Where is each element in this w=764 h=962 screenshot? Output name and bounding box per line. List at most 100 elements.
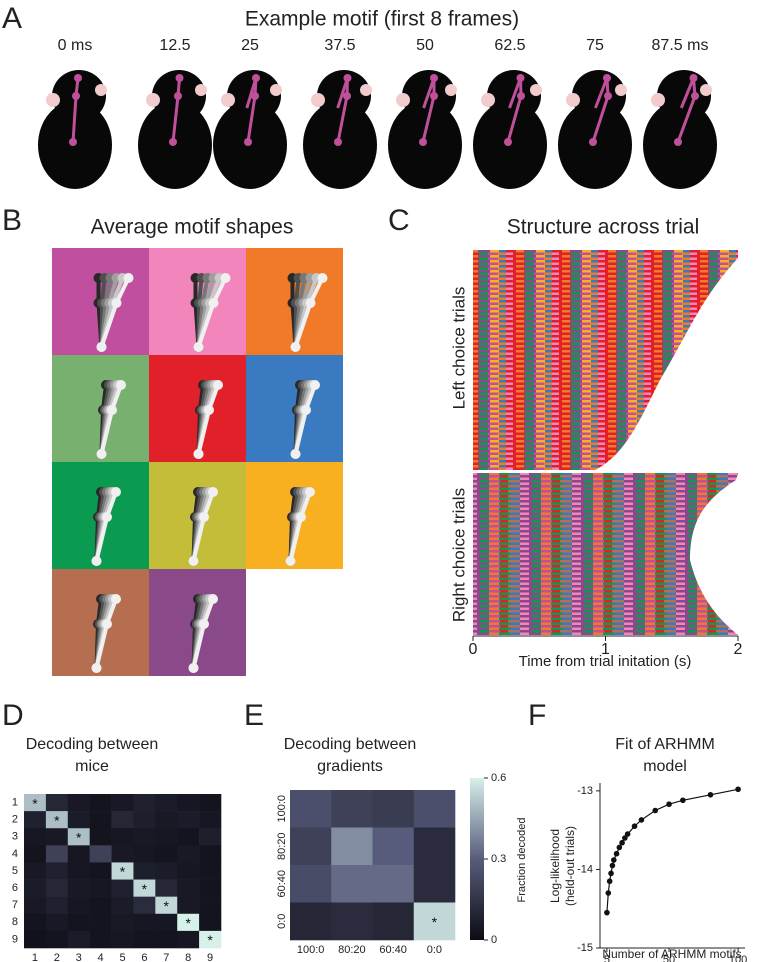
heatmap-cell xyxy=(155,811,178,829)
x-tick-label: 2 xyxy=(54,952,60,962)
joint xyxy=(430,92,438,100)
mouse-ear xyxy=(700,84,712,96)
joint xyxy=(517,92,525,100)
colorbar-tick-label: 0.3 xyxy=(491,853,506,865)
joint xyxy=(74,74,82,82)
motif-joint xyxy=(116,380,126,390)
mouse xyxy=(303,70,377,189)
motif-joint xyxy=(290,342,301,352)
heatmap-cell xyxy=(133,913,156,932)
heatmap-cell xyxy=(372,865,415,903)
y-axis-label: Log-likelihood xyxy=(548,829,562,903)
heatmap-cell xyxy=(133,862,156,880)
heatmap-cell xyxy=(133,879,156,897)
frame-label: 50 xyxy=(416,37,434,54)
heatmap-cell xyxy=(111,828,134,846)
x-tick-label: 3 xyxy=(76,952,82,962)
mouse xyxy=(388,70,462,189)
panel-title: Example motif (first 8 frames) xyxy=(245,8,519,31)
motif-joint xyxy=(188,556,199,566)
frame-label: 87.5 ms xyxy=(652,37,709,54)
heatmap-cell xyxy=(155,845,178,863)
significance-mark: * xyxy=(120,864,126,880)
heatmap-cell xyxy=(413,902,456,941)
significance-mark: * xyxy=(432,914,438,930)
point xyxy=(616,844,623,851)
heatmap-cell xyxy=(331,865,373,903)
joint xyxy=(252,74,260,82)
y-tick-label: 60:40 xyxy=(276,870,288,898)
x-tick-label: 100:0 xyxy=(297,944,325,956)
heatmap-cell xyxy=(89,879,112,897)
chart-title: Decoding between xyxy=(284,736,417,753)
x-tick-label: 5 xyxy=(119,952,125,962)
heatmap-cell xyxy=(67,930,90,949)
heatmap-cell xyxy=(199,879,222,897)
y-tick-label: 6 xyxy=(12,882,18,894)
heatmap-cell xyxy=(177,879,200,897)
heatmap-cell xyxy=(45,879,69,897)
chart-title: Decoding between xyxy=(26,736,159,753)
axes-frame xyxy=(599,783,745,949)
heatmap-cell xyxy=(155,828,178,846)
joint xyxy=(244,138,252,146)
heatmap-cell xyxy=(372,790,415,828)
x-tick-label: 7 xyxy=(163,952,169,962)
x-axis-label: Number of ARHMM motifs xyxy=(602,947,741,961)
motif-joint xyxy=(208,298,219,308)
heatmap-cell xyxy=(155,794,178,812)
significance-mark: * xyxy=(76,829,82,845)
motif-joint xyxy=(111,298,122,308)
x-axis-label: Time from trial initation (s) xyxy=(519,653,692,670)
x-tick-label: 1 xyxy=(32,952,38,962)
motif-joint xyxy=(91,556,102,566)
heatmap-cell xyxy=(67,794,90,812)
motif-joint xyxy=(96,342,107,352)
point xyxy=(611,857,617,863)
skeleton xyxy=(422,77,436,109)
heatmap-cell xyxy=(290,902,332,941)
significance-mark: * xyxy=(164,898,170,914)
x-tick-label: 1 xyxy=(601,641,610,658)
heatmap-cell xyxy=(372,902,415,941)
significance-mark: * xyxy=(207,932,213,948)
mouse-ear xyxy=(360,84,372,96)
heatmap-cell xyxy=(111,794,134,812)
heatmap-cell xyxy=(177,913,200,932)
frame-label: 75 xyxy=(586,37,604,54)
joint xyxy=(175,74,184,82)
skeleton xyxy=(336,77,349,109)
mouse xyxy=(38,70,112,189)
heatmap-cell xyxy=(133,794,156,812)
heatmap-cell xyxy=(111,913,134,932)
mouse-ear xyxy=(615,84,627,96)
joint xyxy=(504,138,512,146)
significance-mark: * xyxy=(142,881,148,897)
y-axis-label: Right choice trials xyxy=(449,488,468,622)
heatmap-cell xyxy=(290,865,332,903)
heatmap-cell xyxy=(111,896,134,915)
joint xyxy=(174,92,182,100)
x-tick-label: 50 xyxy=(663,954,675,962)
motif-joint xyxy=(208,594,218,604)
heatmap-cell xyxy=(24,811,47,829)
heatmap-cell xyxy=(155,913,178,932)
motif-joint xyxy=(102,619,112,629)
y-tick-label: 0:0 xyxy=(276,914,288,929)
joint xyxy=(516,74,525,82)
heatmap-cell xyxy=(155,862,178,880)
heatmap-cell xyxy=(413,827,456,866)
mouse-ear xyxy=(566,93,580,107)
point xyxy=(606,878,613,885)
mouse-ear xyxy=(195,84,207,96)
point xyxy=(609,862,616,869)
significance-mark: * xyxy=(54,812,60,828)
motif-joint xyxy=(285,556,296,566)
panel-letter: D xyxy=(2,699,24,732)
skeleton xyxy=(245,77,258,109)
significance-mark: * xyxy=(32,795,38,811)
heatmap-cell xyxy=(89,794,112,812)
x-tick-label: 8 xyxy=(185,952,191,962)
heatmap-cell xyxy=(67,879,90,897)
heatmap-cell xyxy=(45,794,69,812)
